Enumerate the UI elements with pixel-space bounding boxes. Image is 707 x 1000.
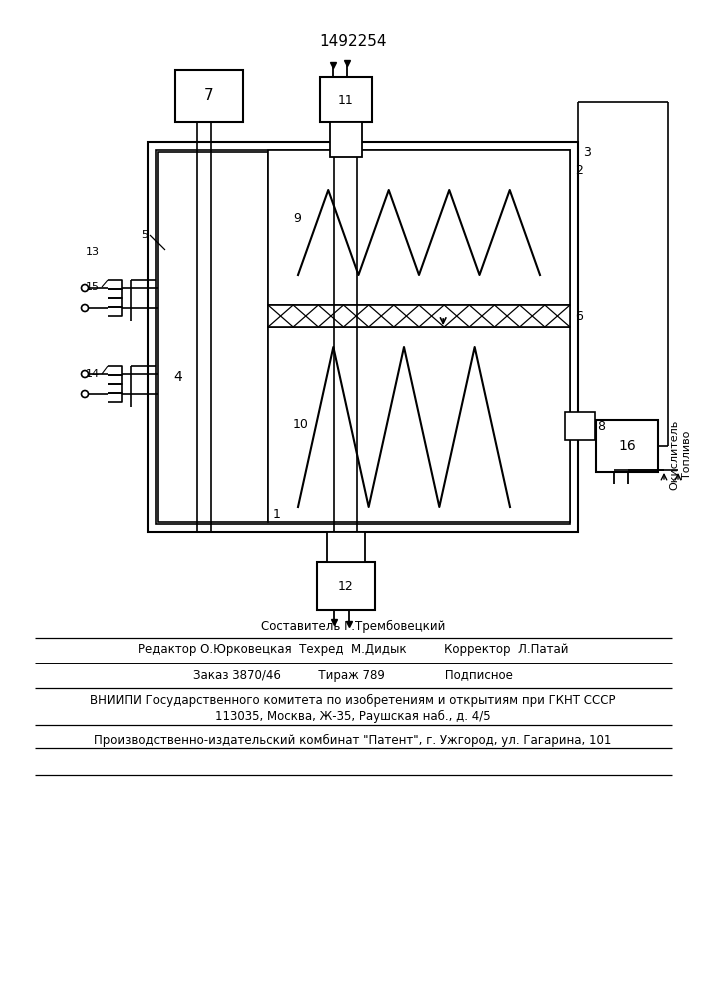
Bar [317,562,375,610]
Bar [330,122,362,157]
Text: 9: 9 [293,212,301,225]
Text: Редактор О.Юрковецкая  Техред  М.Дидык          Корректор  Л.Патай: Редактор О.Юрковецкая Техред М.Дидык Кор… [138,644,568,656]
Bar [158,152,268,522]
Text: 6: 6 [575,310,583,322]
Bar [327,532,365,562]
Text: 11: 11 [338,94,354,106]
Bar [596,420,658,472]
Text: 14: 14 [86,369,100,379]
Bar [148,142,578,532]
Text: 1492254: 1492254 [320,34,387,49]
Text: 15: 15 [86,282,100,292]
Bar [268,150,570,305]
Text: 10: 10 [293,418,309,432]
Text: 1: 1 [273,508,281,520]
Bar [565,412,595,440]
Text: 8: 8 [597,420,605,432]
Text: 113035, Москва, Ж-35, Раушская наб., д. 4/5: 113035, Москва, Ж-35, Раушская наб., д. … [215,709,491,723]
Text: ВНИИПИ Государственного комитета по изобретениям и открытиям при ГКНТ СССР: ВНИИПИ Государственного комитета по изоб… [90,693,616,707]
Text: 13: 13 [86,247,100,257]
Text: 12: 12 [338,580,354,592]
Text: 2: 2 [575,163,583,176]
Text: Окислитель: Окислитель [669,420,679,490]
Text: 5: 5 [141,230,148,240]
Text: Составитель Г.Трембовецкий: Составитель Г.Трембовецкий [261,619,445,633]
Bar [268,327,570,522]
Text: Производственно-издательский комбинат "Патент", г. Ужгород, ул. Гагарина, 101: Производственно-издательский комбинат "П… [94,733,612,747]
Text: 7: 7 [204,89,214,104]
Text: Заказ 3870/46          Тираж 789                Подписное: Заказ 3870/46 Тираж 789 Подписное [193,668,513,682]
Bar [156,150,570,524]
Text: 16: 16 [618,439,636,453]
Bar [320,77,372,122]
Text: 3: 3 [583,145,591,158]
Text: 4: 4 [173,370,182,384]
Bar [175,70,243,122]
Text: Топливо: Топливо [682,431,692,479]
Bar [268,305,570,327]
